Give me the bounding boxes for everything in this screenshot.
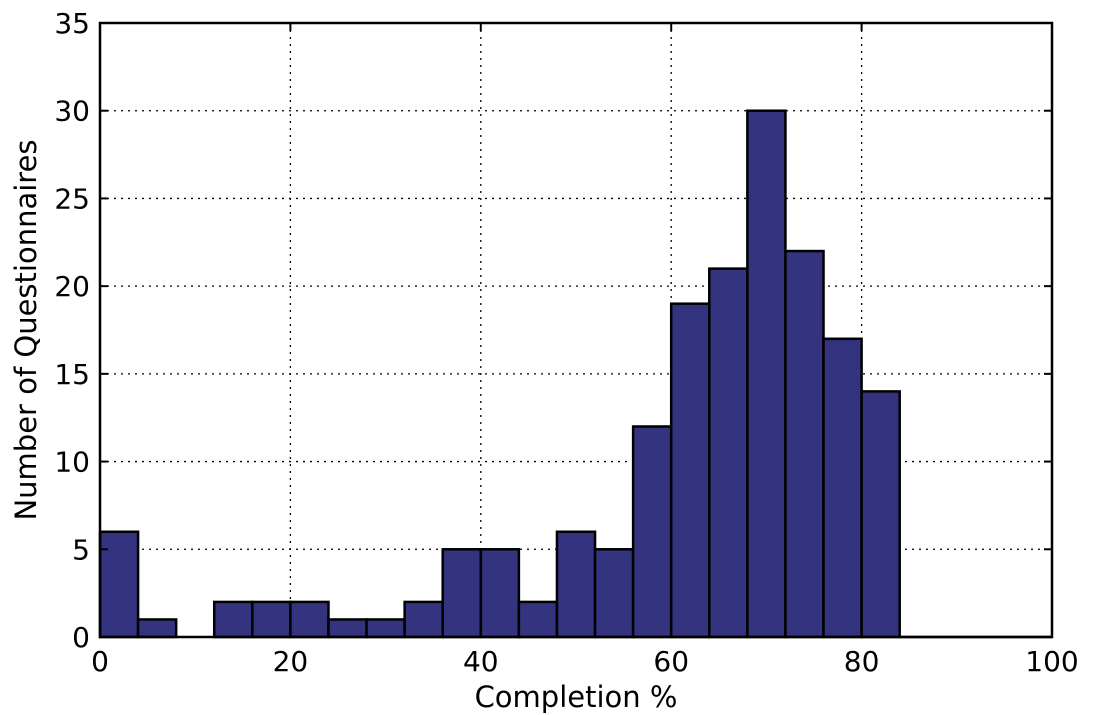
axis-ticks: [99, 22, 1053, 638]
histogram-bar: [289, 600, 330, 639]
x-axis-label: Completion %: [475, 680, 678, 714]
histogram-bar: [822, 337, 863, 639]
histogram-bar: [593, 548, 635, 639]
x-tick-labels: 0 20 40 60 80 100: [91, 645, 1079, 678]
histogram-bar: [251, 600, 292, 639]
histogram-bar: [555, 530, 597, 639]
y-tick-label: 5: [72, 533, 90, 566]
histogram-bar: [631, 425, 673, 639]
histogram-bar: [517, 600, 559, 639]
histogram-bar: [708, 267, 749, 639]
histogram-bar: [479, 548, 521, 639]
histogram-bar: [136, 618, 178, 639]
histogram-bar: [784, 249, 825, 639]
histogram-bars: [98, 109, 1052, 639]
x-tick-label: 80: [844, 645, 880, 678]
y-tick-label: 15: [54, 358, 90, 391]
histogram-bar: [212, 600, 254, 639]
x-tick-label: 0: [91, 645, 109, 678]
x-tick-label: 60: [653, 645, 689, 678]
histogram-bar: [327, 618, 368, 639]
x-tick-label: 40: [463, 645, 499, 678]
y-tick-labels: 0 5 10 15 20 25 30 35: [54, 7, 90, 654]
x-tick-label: 20: [273, 645, 309, 678]
histogram-bar: [403, 600, 444, 639]
y-tick-label: 20: [54, 270, 90, 303]
y-axis-label: Number of Questionnaires: [9, 139, 43, 520]
plot-frame: [98, 21, 1054, 639]
y-tick-label: 35: [54, 7, 90, 40]
histogram-bar: [441, 548, 483, 639]
histogram-bar: [98, 530, 140, 639]
y-tick-label: 0: [72, 621, 90, 654]
histogram-bar: [669, 302, 711, 639]
x-tick-label: 100: [1025, 645, 1078, 678]
y-tick-label: 10: [54, 446, 90, 479]
histogram-bar: [365, 618, 406, 639]
histogram-bar: [860, 390, 901, 639]
histogram-bar: [746, 109, 787, 639]
y-tick-label: 25: [54, 182, 90, 215]
y-tick-label: 30: [54, 95, 90, 128]
